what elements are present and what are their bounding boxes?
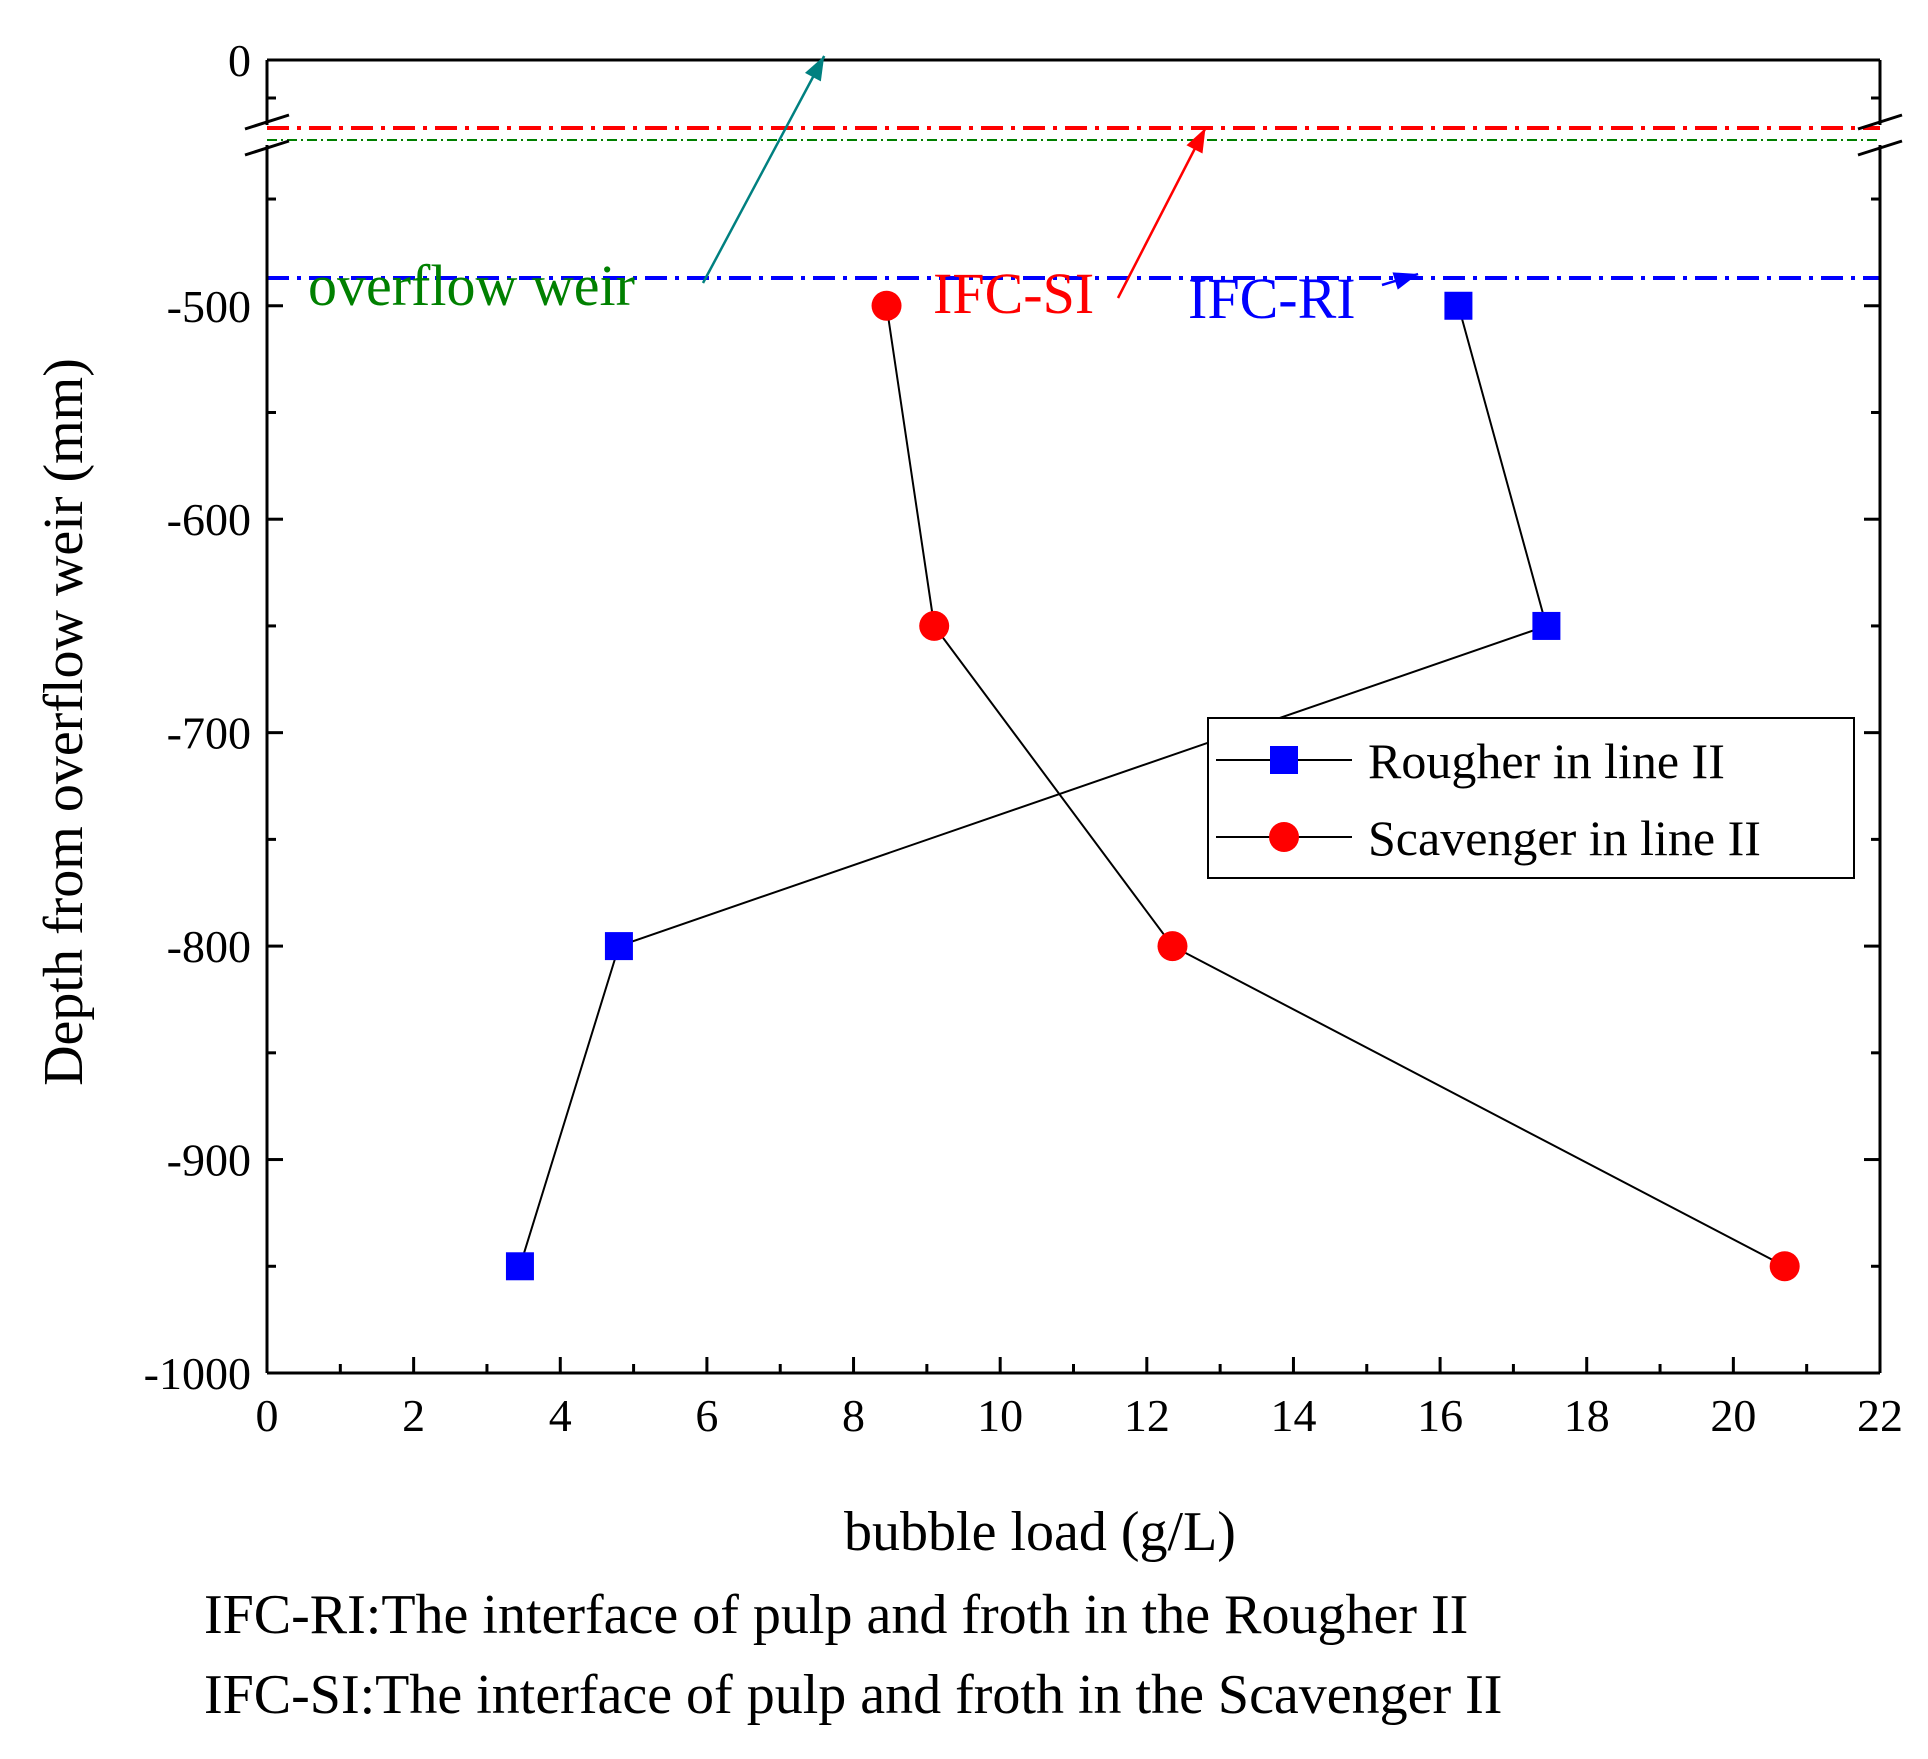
arrow-ifc-si-shaft: [1116, 127, 1207, 299]
y-tick-label: -900: [167, 1135, 251, 1186]
x-tick-label: 22: [1857, 1390, 1903, 1441]
data-point-rougher: [604, 932, 633, 961]
legend-label-rougher: Rougher in line II: [1368, 733, 1725, 789]
x-tick-label: 20: [1710, 1390, 1756, 1441]
x-tick-label: 8: [842, 1390, 865, 1441]
axis-break-mark: [244, 139, 290, 157]
annotation-overflow-weir: overflow weir: [308, 253, 635, 318]
data-point-rougher: [1444, 291, 1473, 320]
y-tick-label: -800: [167, 921, 251, 972]
x-axis-title: bubble load (g/L): [844, 1501, 1236, 1563]
arrow-overflow-weir-head: [804, 56, 825, 82]
data-point-rougher: [505, 1252, 534, 1281]
x-tick-label: 2: [402, 1390, 425, 1441]
legend: Rougher in line II Scavenger in line II: [1207, 717, 1855, 879]
legend-marker-square: [1270, 746, 1298, 774]
axis-break-mark: [1857, 139, 1903, 157]
arrow-ifc-si-head: [1186, 128, 1206, 154]
y-tick-label: -500: [167, 281, 251, 332]
y-tick-label: -600: [167, 494, 251, 545]
annotations: [701, 55, 1419, 299]
x-tick-label: 18: [1564, 1390, 1610, 1441]
data-point-scavenger: [1157, 931, 1188, 962]
y-tick-label: -700: [167, 708, 251, 759]
data-point-scavenger: [1769, 1251, 1800, 1282]
arrow-ifc-ri-head: [1392, 272, 1419, 290]
legend-box: [1207, 717, 1855, 879]
x-tick-label: 16: [1417, 1390, 1463, 1441]
data-point-rougher: [1532, 611, 1561, 640]
series-line-0: [518, 305, 1548, 1267]
axis-break-mark: [244, 113, 290, 131]
annotation-ifc-si: IFC-SI: [933, 261, 1094, 326]
x-tick-label: 12: [1124, 1390, 1170, 1441]
legend-marker-circle: [1269, 822, 1299, 852]
series-line-1: [885, 305, 1786, 1268]
x-tick-label: 6: [695, 1390, 718, 1441]
x-tick-label: 10: [977, 1390, 1023, 1441]
y-tick-label: 0: [228, 35, 251, 86]
annotation-ifc-ri: IFC-RI: [1188, 266, 1356, 331]
footnote-ifc-ri: IFC-RI:The interface of pulp and froth i…: [204, 1584, 1468, 1646]
arrow-overflow-weir-shaft: [701, 55, 826, 284]
y-axis-title: Depth from overflow weir (mm): [33, 358, 95, 1086]
legend-label-scavenger: Scavenger in line II: [1368, 810, 1761, 866]
reference-lines: [267, 126, 1880, 281]
x-tick-label: 4: [549, 1390, 572, 1441]
axis-break-mark: [1857, 113, 1903, 131]
data-point-scavenger: [919, 610, 950, 641]
data-series: [505, 290, 1800, 1282]
axes: 0 2 4 6 8 10 12 14 16 18 20 22 0 -500 -600 -700 -800 -900…: [144, 35, 1903, 1441]
footnote-ifc-si: IFC-SI:The interface of pulp and froth i…: [204, 1664, 1502, 1726]
x-tick-label: 0: [256, 1390, 279, 1441]
data-point-scavenger: [871, 290, 902, 321]
x-tick-label: 14: [1270, 1390, 1316, 1441]
y-tick-label: -1000: [144, 1348, 251, 1399]
